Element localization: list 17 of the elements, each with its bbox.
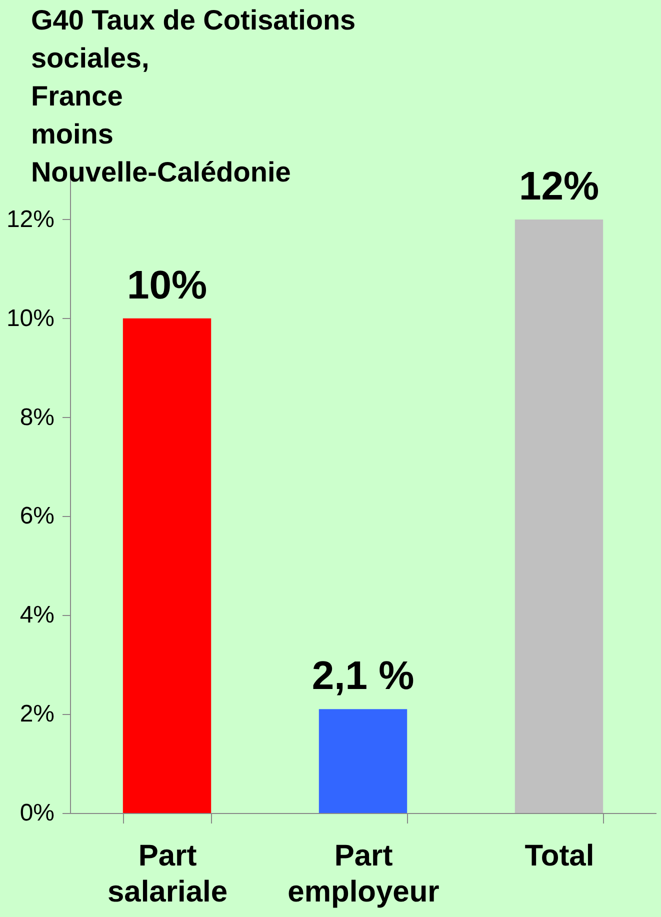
data-label: 10%: [126, 263, 208, 308]
chart-title: G40 Taux de Cotisations sociales, France moins Nouvelle-Calédonie: [30, 4, 356, 188]
y-tick-label: 10%: [6, 304, 54, 332]
x-tick-label: Part employeur: [288, 840, 440, 908]
x-tick-label: Part salariale: [107, 840, 228, 908]
data-label: 12%: [518, 164, 600, 208]
bar: [318, 709, 408, 813]
y-tick-label: 4%: [20, 602, 54, 629]
x-tick-label: Total: [524, 840, 594, 872]
y-tick-label: 8%: [20, 404, 54, 431]
data-label: 2,1 %: [312, 654, 414, 698]
y-tick-label: 0%: [20, 800, 54, 826]
y-tick-label: 6%: [20, 502, 54, 530]
bar: [514, 219, 604, 813]
y-tick-label: 12%: [6, 206, 54, 233]
bar: [122, 318, 212, 813]
y-tick-label: 2%: [20, 700, 54, 728]
